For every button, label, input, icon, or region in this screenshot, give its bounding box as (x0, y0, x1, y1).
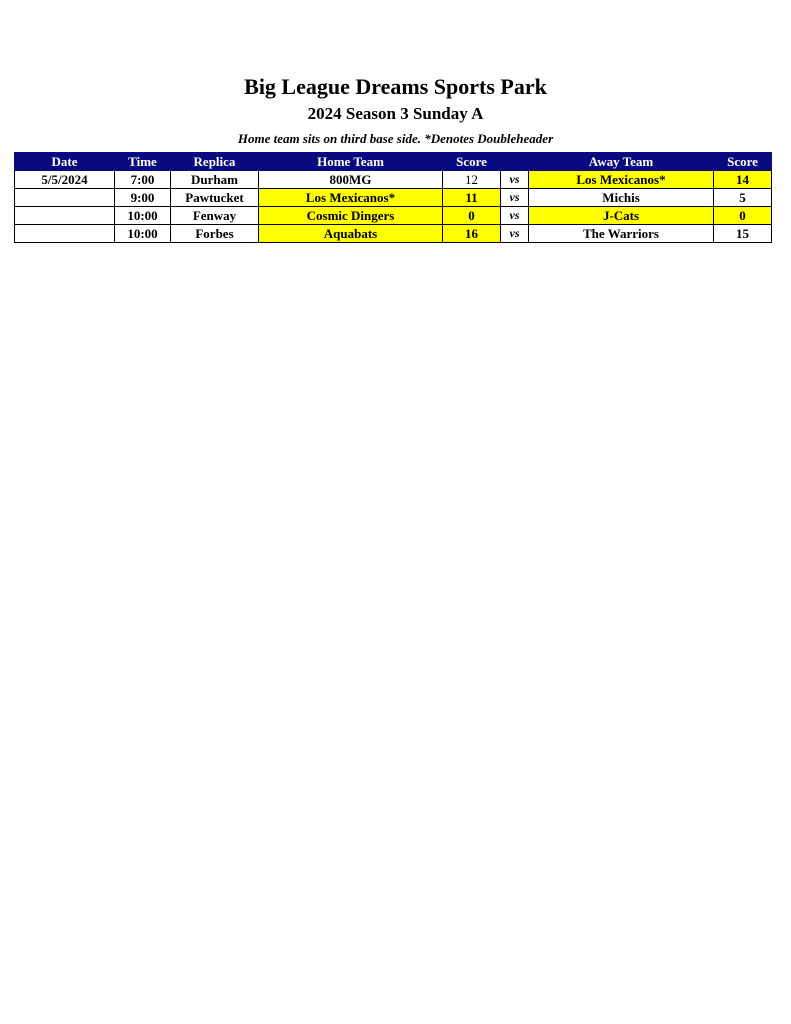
away-score-cell: 0 (713, 206, 772, 225)
schedule-table: Date Time Replica Home Team Score Away T… (14, 152, 772, 243)
vs-cell: vs (500, 206, 529, 225)
away-score-cell: 14 (713, 170, 772, 189)
replica-cell: Fenway (170, 206, 259, 225)
home-team-cell: Los Mexicanos* (258, 188, 443, 207)
replica-cell: Durham (170, 170, 259, 189)
col-home-score: Score (442, 152, 501, 171)
page-subtitle: 2024 Season 3 Sunday A (307, 104, 484, 123)
home-team-cell: Cosmic Dingers (258, 206, 443, 225)
away-team-cell: J-Cats (528, 206, 714, 225)
date-cell (14, 188, 115, 207)
col-time: Time (114, 152, 171, 171)
home-team-cell: 800MG (258, 170, 443, 189)
home-score-cell: 0 (442, 206, 501, 225)
col-away-team: Away Team (528, 152, 714, 171)
header-row: Date Time Replica Home Team Score Away T… (14, 152, 772, 171)
replica-cell: Forbes (170, 224, 259, 243)
vs-cell: vs (500, 224, 529, 243)
home-score-cell: 16 (442, 224, 501, 243)
page-title: Big League Dreams Sports Park (244, 74, 547, 99)
away-team-cell: Michis (528, 188, 714, 207)
time-cell: 9:00 (114, 188, 171, 207)
col-away-score: Score (713, 152, 772, 171)
replica-cell: Pawtucket (170, 188, 259, 207)
vs-cell: vs (500, 188, 529, 207)
col-date: Date (14, 152, 115, 171)
table-row: 10:00 Forbes Aquabats 16 vs The Warriors 15 (14, 224, 772, 243)
table-row: 5/5/2024 7:00 Durham 800MG 12 vs Los Mexicanos… (14, 170, 772, 189)
col-replica: Replica (170, 152, 259, 171)
away-score-cell: 5 (713, 188, 772, 207)
schedule-note: Home team sits on third base side. *Deno… (237, 131, 554, 146)
home-score-cell: 12 (442, 170, 501, 189)
col-home-team: Home Team (258, 152, 443, 171)
time-cell: 10:00 (114, 224, 171, 243)
away-score-cell: 15 (713, 224, 772, 243)
table-row: 10:00 Fenway Cosmic Dingers 0 vs J-Cats 0 (14, 206, 772, 225)
away-team-cell: Los Mexicanos* (528, 170, 714, 189)
date-cell: 5/5/2024 (14, 170, 115, 189)
date-cell (14, 206, 115, 225)
home-team-cell: Aquabats (258, 224, 443, 243)
vs-cell: vs (500, 170, 529, 189)
time-cell: 10:00 (114, 206, 171, 225)
away-team-cell: The Warriors (528, 224, 714, 243)
time-cell: 7:00 (114, 170, 171, 189)
home-score-cell: 11 (442, 188, 501, 207)
table-row: 9:00 Pawtucket Los Mexicanos* 11 vs Michis 5 (14, 188, 772, 207)
col-vs (500, 152, 529, 171)
date-cell (14, 224, 115, 243)
